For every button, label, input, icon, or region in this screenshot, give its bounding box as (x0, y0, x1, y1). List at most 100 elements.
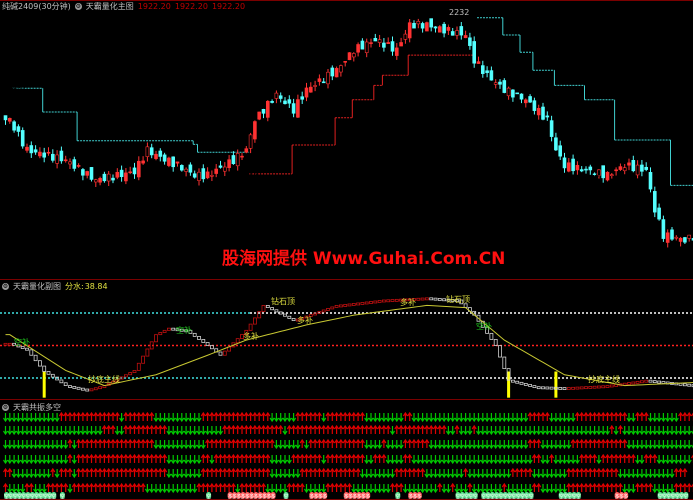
up-arrow-head (325, 411, 331, 417)
indicator-settings-icon[interactable]: ⚙ (2, 404, 9, 411)
up-arrow-head (114, 453, 120, 459)
up-arrow-head (600, 482, 606, 488)
indicator-settings-icon[interactable]: ⚙ (74, 3, 82, 10)
down-arrow-head (424, 417, 430, 423)
up-arrow-head (304, 467, 309, 473)
oscillator-bar (205, 342, 210, 346)
down-arrow-head (665, 430, 671, 436)
down-arrow-head (183, 473, 189, 479)
short-pill (38, 492, 44, 499)
down-arrow-head (355, 488, 361, 494)
up-arrow-head (428, 424, 434, 430)
down-arrow-head (635, 430, 641, 436)
up-arrow-head (63, 411, 69, 417)
pill-text: 空 (679, 493, 684, 500)
up-arrow-head (222, 467, 228, 473)
oscillator-bar (162, 329, 167, 333)
short-pill (283, 492, 289, 499)
down-arrow-head (84, 430, 90, 436)
down-arrow-head (11, 488, 17, 494)
down-arrow-head (540, 473, 546, 479)
up-arrow-head (372, 453, 378, 459)
candle-body (614, 169, 618, 172)
bottom-indicator-name[interactable]: 天霸共振多空 (13, 403, 61, 412)
candle-body (390, 41, 395, 52)
down-arrow-head (510, 488, 516, 494)
up-arrow-head (123, 467, 129, 473)
pill-text: 多 (232, 493, 237, 500)
down-arrow-head (544, 444, 550, 450)
down-arrow-head (527, 459, 533, 465)
up-arrow-head (334, 411, 340, 417)
long-pill (408, 492, 414, 499)
up-arrow-head (248, 411, 254, 417)
candle-body (33, 149, 38, 153)
oscillator-bar (252, 317, 257, 325)
up-arrow-head (132, 467, 137, 473)
down-arrow-head (286, 473, 292, 479)
down-arrow-head (600, 430, 606, 436)
candle-body (476, 61, 481, 64)
candle-body (46, 151, 51, 154)
up-arrow-head (149, 411, 155, 417)
pill-text: 多 (240, 493, 245, 500)
up-arrow-head (63, 467, 69, 473)
down-arrow-head (463, 430, 469, 436)
oscillator-bar (265, 305, 270, 308)
down-arrow-head (385, 444, 391, 450)
sub-indicator-name[interactable]: 天霸量化副图 (13, 282, 61, 291)
down-arrow-head (630, 473, 636, 479)
down-arrow-head (484, 417, 490, 423)
up-arrow-head (359, 438, 365, 444)
candle-body (192, 173, 197, 178)
pill-text: 空 (520, 493, 525, 500)
up-arrow-head (149, 467, 155, 473)
up-arrow-head (205, 411, 211, 417)
candle-body (463, 35, 468, 39)
down-arrow-head (617, 473, 623, 479)
oscillator-bar (446, 298, 451, 302)
down-arrow-head (665, 459, 671, 465)
main-indicator-name[interactable]: 天霸量化主图 (85, 2, 134, 11)
oscillator-bar (244, 329, 249, 335)
up-arrow-head (678, 467, 684, 473)
down-arrow-head (467, 444, 473, 450)
long-pill (360, 492, 366, 499)
down-arrow-head (41, 444, 47, 450)
pill-text: 空 (670, 493, 675, 500)
down-arrow-head (7, 417, 13, 423)
symbol-label[interactable]: 纯碱2409(30分钟) (2, 2, 71, 11)
up-arrow-head (256, 453, 262, 459)
short-pill (494, 492, 500, 499)
oscillator-bar (420, 297, 425, 301)
short-pill (528, 492, 534, 499)
oscillator-bar (287, 315, 292, 319)
candle-body (515, 92, 520, 95)
down-arrow-head (170, 417, 176, 423)
down-arrow-head (510, 459, 516, 465)
up-arrow-head (411, 438, 417, 444)
down-arrow-head (441, 417, 447, 423)
candle-body (42, 152, 47, 158)
watermark-text: 股海网提供 Www.Guhai.Com.CN (222, 249, 506, 269)
signal-bar (554, 371, 558, 398)
candle-body (640, 164, 644, 172)
down-arrow-head (682, 444, 688, 450)
pill-text: 空 (662, 493, 667, 500)
candle-body (433, 26, 438, 29)
down-arrow-head (304, 444, 309, 450)
oscillator-bar (158, 332, 163, 336)
up-arrow-head (420, 438, 426, 444)
indicator-settings-icon[interactable]: ⚙ (2, 283, 9, 290)
down-arrow-head (493, 473, 499, 479)
down-arrow-head (364, 473, 370, 479)
oscillator-bar (270, 307, 275, 311)
down-arrow-head (660, 444, 666, 450)
candle-body (304, 87, 309, 98)
down-arrow-head (162, 417, 168, 423)
up-arrow-head (230, 411, 236, 417)
up-arrow-head (80, 411, 86, 417)
down-arrow-head (458, 488, 464, 494)
up-arrow-head (252, 424, 258, 430)
